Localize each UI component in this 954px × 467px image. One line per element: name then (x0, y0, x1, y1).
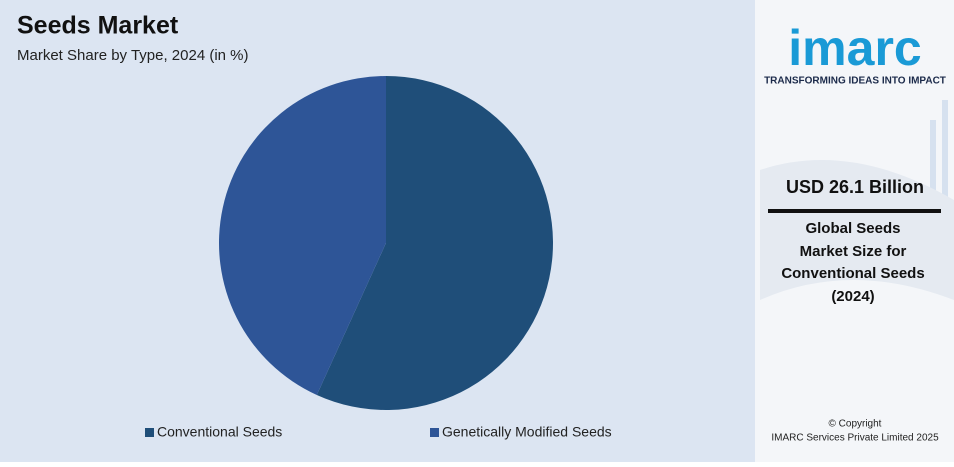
legend-label: Genetically Modified Seeds (442, 424, 612, 440)
chart-subtitle: Market Share by Type, 2024 (in %) (17, 47, 249, 64)
headline: USD 26.1 Billion (786, 177, 924, 197)
description: Market Size for (800, 243, 907, 260)
sidebar-decoration (760, 100, 954, 300)
description: (2024) (831, 288, 874, 305)
description: Global Seeds (805, 220, 900, 237)
tagline: TRANSFORMING IDEAS INTO IMPACT (764, 76, 946, 87)
chart-title: Seeds Market (17, 12, 179, 40)
logo: imarc (788, 20, 921, 76)
pie-slice (218, 76, 386, 395)
copyright: © Copyright (829, 419, 882, 430)
legend-swatch (430, 428, 439, 437)
pie-slice (316, 76, 553, 410)
description: Conventional Seeds (781, 265, 924, 282)
legend-label: Conventional Seeds (157, 424, 282, 440)
legend-swatch (145, 428, 154, 437)
sidebar-background (755, 0, 954, 462)
divider (768, 209, 941, 213)
copyright: IMARC Services Private Limited 2025 (771, 433, 939, 444)
